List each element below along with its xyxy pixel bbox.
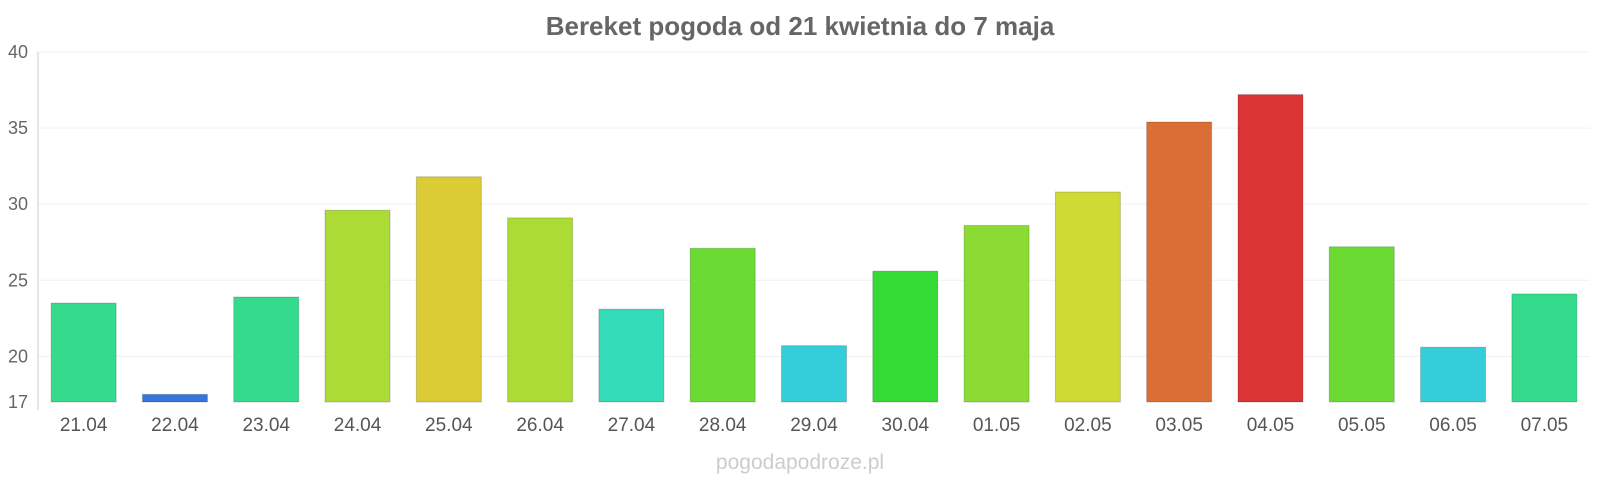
bar-29.04 [781, 345, 847, 403]
x-tick-label: 22.04 [151, 415, 199, 436]
bar-25.04 [415, 176, 482, 403]
x-tick-label: 25.04 [425, 415, 473, 436]
y-tick-label: 25 [8, 270, 28, 290]
x-tick-label: 03.05 [1155, 415, 1203, 436]
bar-24.04 [324, 209, 391, 403]
x-tick-label: 21.04 [60, 415, 108, 436]
bar-28.04 [689, 247, 756, 403]
x-axis-ticks: 21.04 22.04 23.04 24.04 25.04 26.04 27.04 28.04… [60, 415, 1568, 436]
x-tick-label: 02.05 [1064, 415, 1112, 436]
y-axis-ticks: 17 20 25 30 35 40 [8, 42, 28, 412]
bar-06.05 [1420, 346, 1487, 403]
y-tick-label: 20 [8, 346, 28, 366]
x-tick-label: 29.04 [790, 415, 838, 436]
x-tick-label: 04.05 [1247, 415, 1295, 436]
y-tick-label: 30 [8, 194, 28, 214]
watermark: pogodapodroze.pl [716, 451, 884, 474]
bar-04.05 [1237, 94, 1304, 403]
bar-22.04 [141, 393, 208, 403]
x-tick-label: 06.05 [1429, 415, 1477, 436]
x-tick-label: 01.05 [973, 415, 1021, 436]
bar-23.04 [233, 296, 300, 403]
bar-05.05 [1328, 246, 1395, 403]
x-tick-label: 23.04 [242, 415, 290, 436]
x-tick-label: 05.05 [1338, 415, 1386, 436]
bar-26.04 [507, 217, 574, 403]
x-tick-label: 07.05 [1521, 415, 1569, 436]
bar-27.04 [598, 308, 665, 403]
x-tick-label: 24.04 [334, 415, 382, 436]
bar-07.05 [1511, 293, 1578, 403]
bar-03.05 [1146, 121, 1213, 403]
chart-title: Bereket pogoda od 21 kwietnia do 7 maja [546, 11, 1055, 41]
bar-01.05 [963, 224, 1030, 403]
y-tick-label: 35 [8, 118, 28, 138]
y-tick-label: 40 [8, 42, 28, 62]
x-tick-label: 28.04 [699, 415, 747, 436]
x-tick-label: 30.04 [882, 415, 930, 436]
bars [50, 94, 1578, 403]
bar-21.04 [50, 302, 117, 403]
x-tick-label: 27.04 [608, 415, 656, 436]
y-tick-label: 17 [8, 392, 28, 412]
x-tick-label: 26.04 [516, 415, 564, 436]
bar-30.04 [872, 270, 939, 403]
bar-02.05 [1054, 191, 1121, 403]
